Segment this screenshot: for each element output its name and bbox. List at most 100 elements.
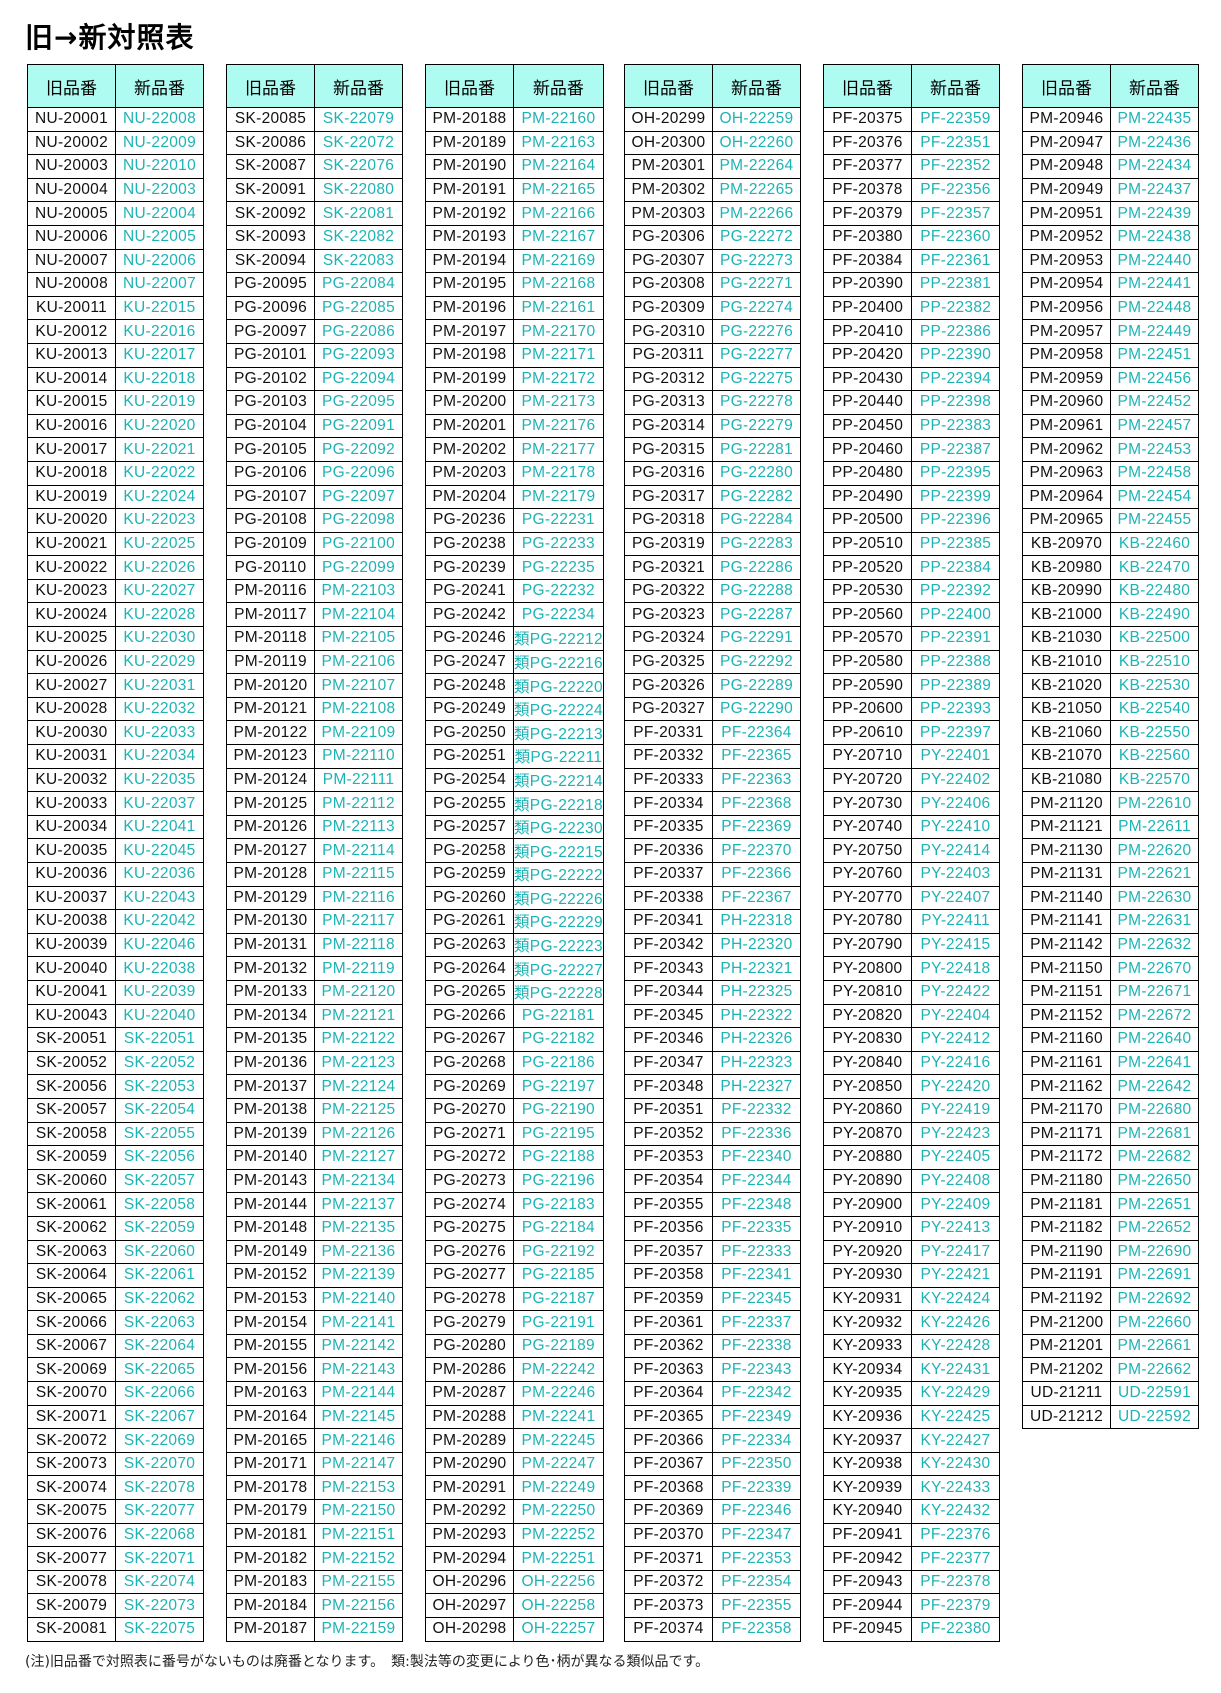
table-row: PG-20324 PG-22291 [624,626,801,651]
new-number-cell: PM-22691 [1110,1263,1199,1288]
new-number-cell: 類PG-22216 [513,649,604,675]
new-number-cell: KB-22510 [1110,649,1199,675]
table-row: PM-20181 PM-22151 [226,1522,403,1548]
old-number-cell: PG-20306 [624,224,713,250]
new-number-cell: PM-22118 [314,932,403,958]
table-row: SK-20077 SK-22071 [27,1546,204,1571]
old-number-cell: PM-20191 [425,177,514,203]
old-number-cell: KU-20027 [27,673,116,698]
new-number-cell: PH-22320 [712,932,801,958]
new-number-cell: PM-22610 [1110,791,1199,816]
table-row: PG-20095 PG-22084 [226,272,403,297]
old-number-cell: PG-20319 [624,531,713,557]
old-number-cell: PM-20121 [226,696,315,722]
old-number-cell: PM-20965 [1022,508,1111,533]
new-number-cell: PG-22231 [513,508,604,533]
new-number-cell: PM-22141 [314,1310,403,1335]
table-row: PP-20530 PP-22392 [823,578,1000,604]
table-row: PF-20945 PF-22380 [823,1617,1000,1642]
new-number-cell: PM-22457 [1110,413,1199,439]
table-row: PG-20270 PG-22190 [425,1097,604,1123]
table-row: PF-20346 PH-22326 [624,1027,801,1052]
new-number-cell: PF-22351 [911,130,1000,156]
old-number-cell: PM-21202 [1022,1357,1111,1383]
new-number-cell: PG-22235 [513,555,604,580]
old-number-cell: PG-20312 [624,366,713,392]
table-row: PM-20193 PM-22167 [425,224,604,250]
new-number-cell: NU-22006 [115,248,204,274]
old-number-cell: PG-20109 [226,531,315,557]
table-row: PM-20962 PM-22453 [1022,437,1199,462]
table-row: PG-20110 PG-22099 [226,555,403,580]
old-number-cell: KB-21080 [1022,767,1111,793]
new-number-cell: PF-22354 [712,1569,801,1595]
new-number-cell: PY-22404 [911,1003,1000,1029]
table-row: KY-20938 KY-22430 [823,1451,1000,1477]
table-row: KB-21030 KB-22500 [1022,626,1199,651]
table-row: PG-20259 類PG-22222 [425,862,604,887]
table-row: PP-20410 PP-22386 [823,319,1000,344]
new-number-cell: KU-22021 [115,437,204,462]
table-row: PM-21162 PM-22642 [1022,1074,1199,1099]
old-number-cell: NU-20005 [27,201,116,226]
old-number-cell: PM-21190 [1022,1239,1111,1265]
old-number-cell: SK-20073 [27,1451,116,1477]
table-row: PM-20132 PM-22119 [226,956,403,981]
new-number-cell: PM-22456 [1110,366,1199,392]
old-number-cell: PM-21152 [1022,1003,1111,1029]
table-row: KU-20020 KU-22023 [27,508,204,533]
old-number-cell: PG-20309 [624,295,713,321]
table-row: KU-20018 KU-22022 [27,460,204,486]
conversion-table: 旧品番 新品番 PF-20375 PF-22359 PF-20376 PF-22351 PF… [823,64,1000,1642]
old-number-cell: PY-20730 [823,791,912,816]
table-row: PM-20293 PM-22252 [425,1522,604,1548]
new-number-cell: PF-22344 [712,1168,801,1194]
old-number-cell: PM-20126 [226,814,315,840]
old-number-cell: PF-20942 [823,1546,912,1571]
table-row: PY-20730 PY-22406 [823,791,1000,816]
new-number-cell: PG-22233 [513,531,604,557]
old-number-cell: PM-20125 [226,791,315,816]
old-number-cell: PM-20133 [226,979,315,1005]
old-number-cell: PM-20959 [1022,366,1111,392]
new-number-cell: KY-22424 [911,1286,1000,1312]
old-number-cell: PF-20370 [624,1522,713,1548]
new-number-cell: SK-22072 [314,130,403,156]
table-row: PM-20959 PM-22456 [1022,366,1199,392]
table-row: PM-20133 PM-22120 [226,979,403,1005]
old-number-cell: PM-21142 [1022,932,1111,958]
new-number-cell: SK-22055 [115,1121,204,1147]
old-number-cell: KU-20040 [27,956,116,981]
old-number-cell: PF-20359 [624,1286,713,1312]
old-number-cell: PM-20954 [1022,272,1111,297]
new-number-cell: PM-22642 [1110,1074,1199,1099]
new-number-cell: PG-22092 [314,437,403,462]
table-row: PG-20317 PG-22282 [624,484,801,510]
old-number-cell: PM-21130 [1022,838,1111,863]
new-number-cell: NU-22004 [115,201,204,226]
table-header: 旧品番 新品番 [1022,64,1199,108]
conversion-table: 旧品番 新品番 SK-20085 SK-22079 SK-20086 SK-22072 SK… [226,64,403,1642]
table-row: SK-20064 SK-22061 [27,1263,204,1288]
old-number-cell: PM-20155 [226,1333,315,1359]
old-number-cell: PM-20137 [226,1074,315,1099]
new-number-cell: PY-22422 [911,979,1000,1005]
table-row: PM-20289 PM-22245 [425,1428,604,1453]
new-number-cell: PF-22345 [712,1286,801,1312]
table-row: PG-20238 PG-22233 [425,531,604,557]
new-number-cell: PM-22660 [1110,1310,1199,1335]
new-number-cell: PM-22252 [513,1522,604,1548]
new-number-cell: PP-22395 [911,460,1000,486]
new-number-cell: PG-22273 [712,248,801,274]
table-row: KB-21050 KB-22540 [1022,696,1199,722]
table-row: PF-20942 PF-22377 [823,1546,1000,1571]
old-number-cell: PM-20152 [226,1263,315,1288]
old-number-cell: PM-20181 [226,1522,315,1548]
table-row: PM-20118 PM-22105 [226,626,403,651]
old-number-cell: PP-20460 [823,437,912,462]
table-row: KB-20980 KB-22470 [1022,555,1199,580]
new-number-cell: PG-22281 [712,437,801,462]
new-number-cell: PG-22195 [513,1121,604,1147]
old-number-cell: PG-20323 [624,602,713,628]
table-row: PG-20250 類PG-22213 [425,720,604,746]
